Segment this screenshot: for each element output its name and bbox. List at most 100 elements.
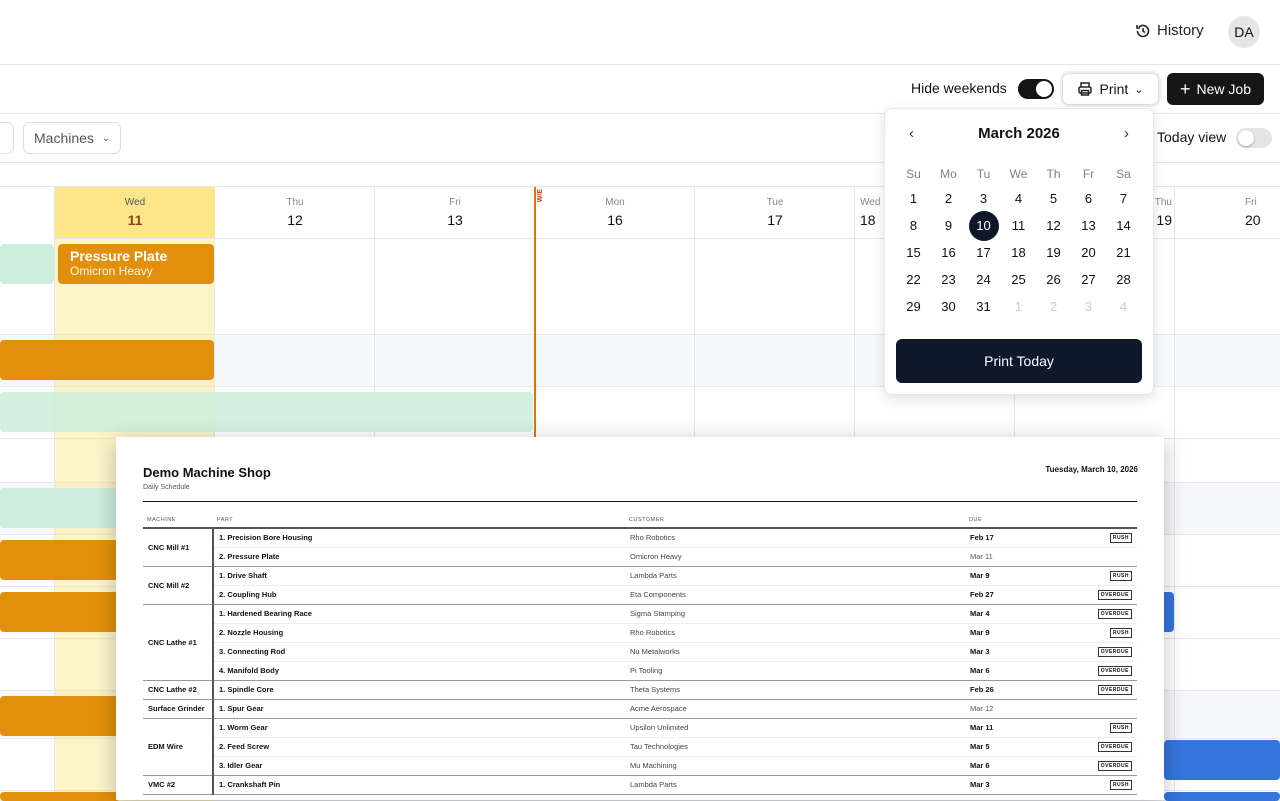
calendar-day[interactable]: 6	[1084, 191, 1093, 206]
toolbar	[0, 65, 1280, 114]
weekday-label: Su	[906, 167, 921, 181]
day-number: 12	[287, 212, 303, 228]
schedule-table: MACHINE PART CUSTOMER DUE CNC Mill #1 1. …	[143, 517, 1137, 795]
part-cell: 4. Manifold Body	[213, 661, 625, 681]
weekday-label: Th	[1046, 167, 1061, 181]
calendar-day[interactable]: 4	[1014, 191, 1023, 206]
customer-cell: Lambda Parts	[625, 775, 965, 795]
machine-cell: VMC #2	[143, 775, 214, 795]
day-name: Thu	[286, 197, 304, 208]
today-view-label: Today view	[1157, 129, 1227, 145]
day-number: 11	[127, 212, 143, 228]
calendar-day[interactable]: 11	[1011, 218, 1026, 233]
calendar-day[interactable]: 27	[1081, 272, 1096, 287]
calendar-day[interactable]: 16	[941, 245, 956, 260]
calendar-day[interactable]: 23	[941, 272, 956, 287]
calendar-day[interactable]: 28	[1116, 272, 1131, 287]
job-bar[interactable]	[0, 244, 54, 284]
job-bar[interactable]	[0, 340, 214, 380]
filter-dropdown[interactable]	[0, 122, 14, 154]
due-date: Feb 27	[970, 589, 994, 599]
job-bar[interactable]	[0, 392, 533, 432]
customer-cell: Rho Robotics	[625, 528, 965, 548]
calendar-day[interactable]: 3	[979, 191, 988, 206]
calendar-day[interactable]: 21	[1116, 245, 1131, 260]
calendar-day-next-month[interactable]: 3	[1084, 299, 1093, 314]
calendar-day[interactable]: 7	[1119, 191, 1128, 206]
calendar-day[interactable]: 26	[1046, 272, 1061, 287]
machines-dropdown[interactable]: Machines ⌄	[23, 122, 122, 154]
calendar-day[interactable]: 31	[976, 299, 991, 314]
job-bar[interactable]	[1164, 792, 1280, 801]
day-header[interactable]: Thu 12	[215, 187, 375, 239]
history-button[interactable]: History	[1135, 22, 1204, 39]
calendar-day[interactable]: 17	[976, 245, 991, 260]
new-job-button[interactable]: + New Job	[1167, 73, 1264, 105]
day-header[interactable]: Tue 17	[695, 187, 855, 239]
calendar-day[interactable]: 8	[909, 218, 918, 233]
print-subtitle: Daily Schedule	[143, 484, 190, 491]
day-header[interactable]: Mon 16	[535, 187, 695, 239]
status-badge: RUSH	[1109, 570, 1132, 581]
top-bar	[0, 0, 1280, 65]
today-view-toggle[interactable]	[1236, 128, 1272, 148]
job-card[interactable]: Pressure Plate Omicron Heavy	[58, 244, 214, 284]
calendar-day[interactable]: 18	[1011, 245, 1026, 260]
due-cell: Mar 3 OVERDUE	[965, 642, 1137, 662]
calendar-day[interactable]: 15	[906, 245, 921, 260]
job-bar[interactable]	[0, 540, 120, 580]
day-header[interactable]: Fri 20	[1175, 187, 1280, 239]
job-bar[interactable]	[0, 792, 120, 801]
table-row: CNC Mill #1 1. Precision Bore Housing Rho …	[143, 528, 1137, 567]
day-header[interactable]: Wed 11	[55, 187, 215, 239]
calendar-day[interactable]: 29	[906, 299, 921, 314]
prev-month-icon[interactable]: ‹	[909, 125, 914, 142]
calendar-day[interactable]: 20	[1081, 245, 1096, 260]
calendar-day[interactable]: 13	[1081, 218, 1096, 233]
day-name: Wed	[124, 197, 146, 208]
customer-cell: Upsilon Unlimited	[625, 718, 965, 738]
day-name: Mon	[605, 197, 625, 208]
calendar-day[interactable]: 30	[941, 299, 956, 314]
part-cell: 1. Drive Shaft	[213, 566, 625, 586]
calendar-day[interactable]: 2	[944, 191, 953, 206]
print-preview: Demo Machine Shop Daily Schedule Tuesday…	[116, 437, 1164, 800]
table-row: CNC Mill #2 1. Drive Shaft Lambda Parts Mar…	[143, 566, 1137, 605]
job-bar[interactable]	[1164, 740, 1280, 780]
job-bar[interactable]	[0, 488, 120, 528]
next-month-icon[interactable]: ›	[1124, 125, 1129, 142]
job-bar[interactable]	[0, 592, 120, 632]
day-name: Wed	[860, 197, 881, 208]
print-button[interactable]: Print ⌄	[1062, 73, 1159, 105]
calendar-day[interactable]: 14	[1116, 218, 1131, 233]
calendar-day-next-month[interactable]: 4	[1119, 299, 1128, 314]
print-date-picker: ‹ March 2026 › Su Mo Tu We Th Fr Sa 1 2 3 4 5 6 7 8 9 10…	[884, 108, 1154, 395]
calendar-day[interactable]: 10	[966, 210, 1001, 241]
printer-icon	[1078, 82, 1093, 96]
hide-weekends-toggle[interactable]	[1018, 79, 1054, 99]
day-name: Thu	[1154, 197, 1172, 208]
calendar-day[interactable]: 5	[1049, 191, 1058, 206]
due-date: Mar 9	[970, 570, 990, 580]
calendar-day-next-month[interactable]: 1	[1014, 299, 1023, 314]
calendar-day[interactable]: 9	[944, 218, 953, 233]
customer-cell: Tau Technologies	[625, 737, 965, 757]
due-date: Mar 3	[970, 646, 990, 656]
calendar-day[interactable]: 12	[1046, 218, 1061, 233]
part-cell: 2. Coupling Hub	[213, 585, 625, 605]
table-row: 2. Nozzle Housing Rho Robotics Mar 9 RUSH	[143, 623, 1137, 643]
calendar-day-next-month[interactable]: 2	[1049, 299, 1058, 314]
calendar-day[interactable]: 25	[1011, 272, 1026, 287]
selected-day: 10	[968, 210, 999, 241]
avatar[interactable]: DA	[1228, 16, 1260, 48]
print-today-button[interactable]: Print Today	[896, 339, 1142, 383]
day-header[interactable]: Fri 13	[375, 187, 535, 239]
calendar-day[interactable]: 1	[909, 191, 918, 206]
table-row: EDM Wire 1. Worm Gear Upsilon Unlimited Mar…	[143, 718, 1137, 776]
calendar-day[interactable]: 24	[976, 272, 991, 287]
due-date: Mar 12	[970, 704, 994, 713]
calendar-day[interactable]: 22	[906, 272, 921, 287]
calendar-day[interactable]: 19	[1046, 245, 1061, 260]
day-name: Tue	[766, 197, 784, 208]
job-bar[interactable]	[0, 696, 120, 736]
